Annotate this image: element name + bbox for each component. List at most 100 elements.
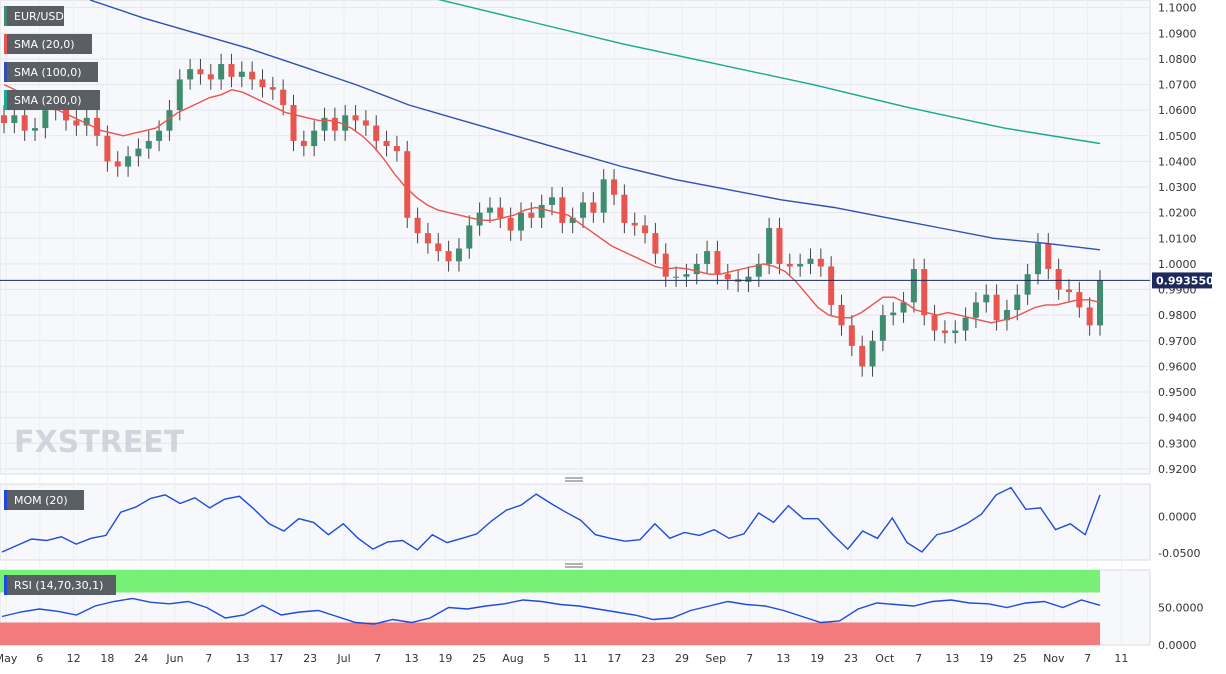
y-tick-label: 1.0500: [1158, 130, 1197, 143]
candle-body: [114, 161, 121, 167]
candle-body: [486, 207, 493, 213]
x-tick-label: 7: [205, 652, 212, 665]
x-tick-label: 19: [810, 652, 824, 665]
candle-body: [683, 274, 690, 277]
current-price-badge: [1152, 272, 1212, 289]
x-tick-label: 23: [641, 652, 655, 665]
candle-body: [704, 251, 711, 264]
candle-body: [786, 263, 793, 267]
candle-body: [166, 110, 173, 131]
legend-label: EUR/USD: [14, 10, 64, 23]
legend-box: [4, 6, 64, 26]
candle-body: [352, 115, 359, 121]
candle-body: [714, 251, 721, 275]
candle-body: [1003, 310, 1010, 321]
y-tick-label: 1.0700: [1158, 79, 1197, 92]
y-tick-label: 1.0100: [1158, 232, 1197, 245]
candle-body: [507, 217, 514, 231]
candle-body: [63, 105, 70, 121]
y-tick-label: 0.9400: [1158, 412, 1197, 425]
x-tick-label: 17: [607, 652, 621, 665]
candle-body: [817, 258, 824, 267]
sma-100-line: [89, 0, 1101, 251]
y-tick-label: 1.0800: [1158, 53, 1197, 66]
candle-body: [580, 202, 587, 218]
x-tick-label: 25: [472, 652, 486, 665]
legend-label: SMA (100,0): [14, 66, 82, 79]
x-tick-label: 11: [574, 652, 588, 665]
candle-body: [42, 110, 49, 129]
watermark: FXSTREET: [14, 425, 185, 460]
candle-body: [249, 71, 256, 80]
candle-body: [838, 304, 845, 326]
candle-body: [476, 212, 483, 226]
x-tick-label: 5: [543, 652, 550, 665]
x-tick-label: 11: [1114, 652, 1128, 665]
x-tick-label: Nov: [1043, 652, 1065, 665]
candle-body: [135, 148, 142, 157]
candle-body: [125, 156, 132, 167]
candle-body: [631, 222, 638, 226]
candle-body: [311, 130, 318, 147]
candle-body: [549, 197, 555, 205]
candle-body: [941, 330, 948, 334]
candle-body: [11, 115, 18, 123]
candle-body: [962, 317, 969, 331]
sma-20-line: [3, 83, 1101, 324]
candle-body: [342, 115, 349, 131]
x-tick-label: 12: [67, 652, 81, 665]
mom-label: MOM (20): [14, 494, 68, 507]
candle-body: [290, 105, 297, 141]
candle-body: [869, 340, 876, 367]
rsi-oversold-zone: [0, 622, 1100, 645]
candle-body: [1055, 269, 1062, 290]
candle-body: [218, 64, 225, 80]
candle-body: [373, 125, 380, 141]
y-tick-label: 1.0200: [1158, 207, 1197, 220]
candle-body: [1, 115, 7, 123]
y-tick-label: 0.9500: [1158, 386, 1197, 399]
rsi-tick-label: 0.0000: [1158, 639, 1197, 652]
y-tick-label: 0.9700: [1158, 335, 1197, 348]
legend-box: [4, 34, 92, 54]
y-tick-label: 0.9600: [1158, 360, 1197, 373]
candle-body: [424, 233, 431, 244]
legend-label: SMA (200,0): [14, 94, 82, 107]
candle-body: [652, 233, 659, 254]
rsi-line: [1, 597, 1101, 625]
candle-body: [197, 69, 204, 75]
legend-swatch: [4, 62, 7, 82]
candle-body: [269, 87, 276, 90]
y-tick-label: 0.9200: [1158, 463, 1197, 476]
candle-body: [807, 258, 814, 264]
x-tick-label: 13: [236, 652, 250, 665]
candle-body: [983, 294, 990, 303]
candle-body: [1024, 274, 1031, 295]
x-tick-label: Jun: [165, 652, 183, 665]
x-tick-label: Oct: [875, 652, 895, 665]
candle-body: [517, 212, 524, 231]
candle-body: [362, 120, 369, 126]
candle-body: [859, 345, 866, 367]
candle-body: [910, 269, 917, 303]
x-tick-label: Sep: [705, 652, 726, 665]
candle-body: [207, 74, 214, 80]
candle-body: [228, 64, 235, 77]
y-tick-label: 1.0000: [1158, 258, 1197, 271]
candle-body: [238, 71, 245, 77]
rsi-label-box: [4, 575, 116, 595]
mom-swatch: [4, 490, 7, 510]
candle-body: [445, 251, 452, 262]
x-tick-label: 6: [36, 652, 43, 665]
legend-swatch: [4, 6, 7, 26]
candle-body: [755, 263, 762, 277]
candle-body: [600, 179, 607, 213]
candle-body: [848, 325, 855, 346]
candle-body: [952, 330, 959, 334]
candle-body: [1045, 243, 1052, 270]
sma-200-line: [437, 0, 1101, 145]
candle-body: [528, 212, 535, 218]
candle-body: [1097, 280, 1103, 326]
